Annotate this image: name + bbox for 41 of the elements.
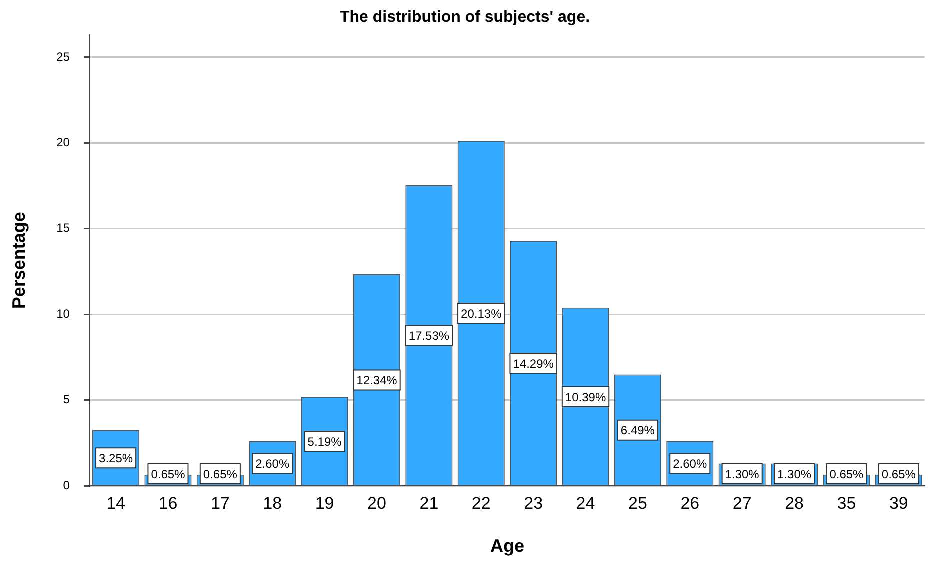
data-label: 3.25% — [99, 451, 134, 466]
y-tick-label: 20 — [56, 136, 70, 150]
chart-title: The distribution of subjects' age. — [340, 9, 590, 26]
data-label: 12.34% — [356, 374, 398, 388]
data-label: 0.65% — [882, 467, 916, 482]
data-label: 2.60% — [673, 457, 708, 472]
x-tick-label: 39 — [889, 494, 908, 513]
x-tick-label: 35 — [837, 494, 856, 513]
data-label: 2.60% — [256, 457, 290, 472]
x-tick-label: 18 — [263, 494, 282, 513]
data-label: 0.65% — [151, 467, 186, 482]
x-tick-label: 19 — [315, 494, 334, 513]
x-tick-label: 22 — [472, 494, 491, 513]
y-tick-label: 10 — [56, 306, 70, 321]
data-label: 6.49% — [620, 424, 656, 438]
x-tick-label: 20 — [368, 494, 386, 513]
x-tick-label: 17 — [210, 494, 230, 513]
x-tick-label: 16 — [158, 494, 178, 513]
data-label: 14.29% — [513, 356, 554, 371]
x-tick-label: 27 — [732, 494, 752, 513]
data-label: 20.13% — [461, 306, 502, 321]
data-label: 10.39% — [565, 390, 606, 404]
y-tick-label: 5 — [63, 392, 70, 407]
data-label: 1.30% — [778, 467, 812, 482]
x-tick-label: 26 — [680, 494, 700, 513]
y-tick-label: 0 — [63, 478, 70, 492]
data-label: 1.30% — [725, 467, 760, 482]
x-tick-label: 24 — [576, 494, 596, 513]
x-tick-label: 21 — [420, 494, 439, 513]
data-label: 5.19% — [308, 434, 342, 449]
x-tick-label: 23 — [524, 494, 544, 513]
x-tick-label: 25 — [628, 494, 648, 513]
x-axis-title: Age — [490, 536, 524, 556]
x-tick-label: 14 — [106, 494, 126, 513]
y-tick-label: 15 — [56, 221, 70, 236]
data-label: 0.65% — [830, 467, 864, 482]
y-tick-label: 25 — [56, 50, 70, 64]
data-label: 17.53% — [408, 329, 450, 344]
data-label: 0.65% — [203, 467, 238, 482]
x-tick-label: 28 — [785, 494, 804, 513]
y-axis-title: Persentage — [8, 212, 29, 310]
